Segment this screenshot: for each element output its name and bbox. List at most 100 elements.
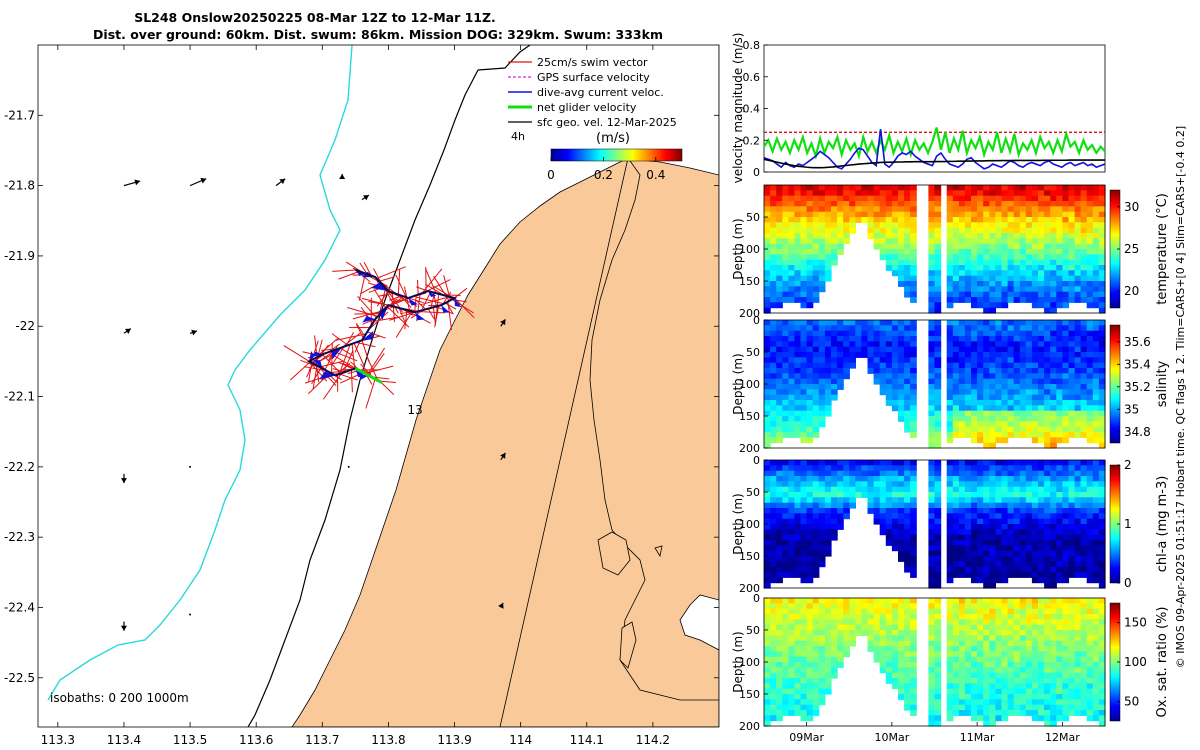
section-cell	[1080, 227, 1088, 234]
depth-tick-label: 100	[739, 378, 760, 391]
section-cell	[782, 217, 789, 223]
section-cell	[800, 556, 808, 562]
section-cell	[995, 421, 1003, 428]
section-cell	[904, 275, 911, 282]
section-cell	[1062, 497, 1070, 504]
section-cell	[788, 688, 796, 695]
section-cell	[1080, 704, 1088, 711]
section-cell	[1013, 683, 1021, 690]
section-cell	[1074, 556, 1082, 562]
depth-tick-label: 50	[746, 346, 760, 359]
section-cell	[964, 336, 972, 342]
section-cell	[964, 185, 972, 191]
section-cell	[934, 227, 942, 234]
section-cell	[934, 476, 942, 482]
section-cell	[904, 619, 911, 626]
section-cell	[1025, 529, 1033, 536]
section-cell	[794, 694, 802, 700]
section-cell	[928, 389, 936, 396]
section-cell	[1062, 243, 1070, 250]
section-cell	[995, 646, 1003, 652]
section-cell	[1044, 302, 1051, 309]
section-cell	[989, 405, 996, 412]
section-cell	[934, 608, 942, 615]
section-cell	[898, 270, 905, 277]
section-cell	[1080, 185, 1088, 191]
section-cell	[812, 275, 820, 282]
section-cell	[977, 400, 984, 406]
section-cell	[904, 534, 911, 541]
section-cell	[806, 227, 814, 234]
section-cell	[910, 460, 917, 466]
section-cell	[928, 720, 936, 727]
section-cell	[995, 222, 1003, 229]
section-cell	[983, 635, 990, 642]
section-cell	[831, 336, 838, 342]
section-cell	[995, 656, 1003, 663]
section-cell	[1092, 270, 1100, 277]
section-cell	[770, 206, 777, 213]
section-cell	[794, 341, 802, 348]
section-cell	[776, 297, 783, 303]
section-cell	[952, 336, 960, 342]
section-cell	[952, 400, 960, 406]
section-cell	[1050, 492, 1057, 498]
section-cell	[1019, 566, 1027, 573]
section-cell	[1019, 710, 1027, 716]
section-cell	[946, 291, 954, 298]
section-cell	[879, 206, 887, 213]
section-cell	[928, 608, 936, 615]
section-cell	[873, 201, 881, 207]
section-cell	[885, 352, 893, 358]
section-cell	[1062, 265, 1070, 271]
section-cell	[1074, 206, 1082, 213]
section-cell	[782, 222, 789, 229]
section-cell	[1098, 710, 1106, 716]
section-cell	[1044, 572, 1051, 578]
section-cell	[800, 378, 808, 385]
section-cell	[776, 254, 783, 261]
section-cell	[934, 460, 942, 466]
section-cell	[989, 437, 996, 444]
section-cell	[800, 694, 808, 700]
swim-vector	[360, 306, 373, 324]
section-cell	[1050, 394, 1057, 401]
section-cell	[946, 614, 954, 620]
section-cell	[764, 614, 771, 620]
section-cell	[928, 270, 936, 277]
section-cell	[910, 405, 917, 412]
section-cell	[946, 275, 954, 282]
section-cell	[1098, 405, 1106, 412]
section-cell	[1098, 582, 1106, 589]
section-cell	[971, 265, 978, 271]
section-cell	[1098, 249, 1106, 255]
section-cell	[964, 640, 972, 647]
section-cell	[964, 233, 972, 239]
swim-vector	[359, 262, 368, 275]
section-cell	[1074, 195, 1082, 202]
section-cell	[788, 432, 796, 438]
section-cell	[971, 550, 978, 557]
section-cell	[958, 470, 966, 477]
section-cell	[1098, 373, 1106, 380]
section-cell	[952, 465, 960, 472]
section-cell	[910, 410, 917, 417]
section-cell	[1092, 336, 1100, 342]
section-cell	[995, 534, 1003, 541]
section-cell	[885, 630, 893, 636]
section-cell	[910, 325, 917, 332]
section-cell	[958, 325, 966, 332]
section-cell	[934, 442, 942, 449]
depth-tick-label: 100	[739, 518, 760, 531]
section-cell	[928, 195, 936, 202]
section-cell	[983, 476, 990, 482]
section-cell	[964, 667, 972, 674]
geo-vector-head	[500, 452, 506, 459]
section-cell	[964, 572, 972, 578]
section-cell	[794, 416, 802, 422]
section-cell	[971, 352, 978, 358]
section-cell	[776, 195, 783, 202]
section-cell	[989, 678, 996, 684]
section-cell	[782, 513, 789, 520]
